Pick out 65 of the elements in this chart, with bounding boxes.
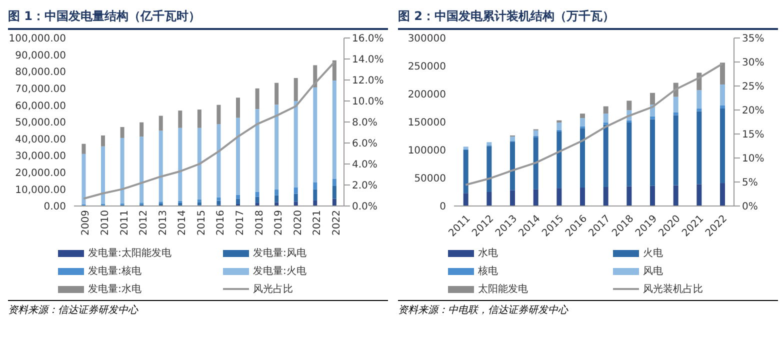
- y2-tick-label: 14.0%: [352, 54, 384, 66]
- y-tick-label: 0: [440, 202, 446, 213]
- y2-tick-label: 30%: [742, 58, 764, 69]
- y2-tick-label: 15%: [742, 130, 764, 141]
- legend-label: 发电量:太阳能发电: [87, 246, 172, 260]
- y2-tick-label: 8.0%: [352, 118, 378, 129]
- y2-tick-label: 25%: [742, 82, 764, 93]
- y2-tick-label: 10.0%: [352, 96, 384, 108]
- x-tick-label: 2014: [177, 210, 188, 236]
- y-tick-label: 30,000.00: [15, 151, 66, 162]
- chart-title: 图 2：中国发电累计装机结构（万千瓦）: [398, 8, 778, 30]
- y-tick-label: 50000: [414, 174, 446, 185]
- text: 资料来源：信达证券研发中心: [8, 303, 388, 317]
- legend-label: 太阳能发电: [477, 282, 529, 296]
- y2-tick-label: 12.0%: [352, 76, 384, 87]
- x-tick-label: 2010: [100, 210, 112, 236]
- legend-label: 风光占比: [252, 282, 294, 296]
- x-tick-label: 2015: [196, 210, 208, 236]
- x-tick-label: 2012: [138, 210, 150, 236]
- chart-title: 图 1：中国发电量结构（亿千瓦时）: [8, 8, 388, 30]
- y2-tick-label: 0.0%: [352, 202, 378, 213]
- legend-label: 水电: [477, 246, 499, 260]
- legend-label: 发电量:火电: [252, 264, 308, 278]
- x-tick-label: 2022: [331, 210, 342, 236]
- y2-tick-label: 20%: [742, 106, 764, 117]
- y-tick-label: 200000: [408, 90, 446, 101]
- x-tick-label: 2018: [254, 210, 266, 236]
- y-tick-label: 150000: [408, 118, 446, 129]
- y-tick-label: 10,000.00: [15, 184, 66, 196]
- text: 资料来源：中电联，信达证券研发中心: [398, 303, 778, 317]
- legend-label: 发电量:水电: [87, 282, 142, 296]
- x-tick-label: 2009: [80, 210, 92, 236]
- y-tick-label: 50,000.00: [15, 118, 66, 129]
- legend-label: 火电: [642, 246, 664, 260]
- y2-tick-label: 2.0%: [352, 180, 378, 192]
- y-tick-label: 60,000.00: [15, 100, 66, 112]
- y2-tick-label: 0%: [742, 202, 758, 213]
- x-tick-label: 2019: [274, 210, 285, 236]
- y-tick-label: 0.00: [44, 202, 66, 213]
- y2-tick-label: 35%: [742, 34, 764, 45]
- y-tick-label: 70,000.00: [15, 84, 66, 95]
- legend-label: 核电: [477, 264, 499, 278]
- legend-label: 发电量:风电: [252, 246, 308, 260]
- y2-tick-label: 4.0%: [352, 160, 378, 171]
- y-tick-label: 100000: [408, 146, 446, 157]
- x-tick-label: 2013: [158, 210, 169, 236]
- y-tick-label: 80,000.00: [15, 67, 66, 78]
- y-tick-label: 20,000.00: [15, 168, 66, 179]
- x-tick-label: 2011: [119, 210, 130, 236]
- y-tick-label: 250000: [408, 62, 446, 73]
- y-tick-label: 100,000.00: [8, 34, 66, 45]
- y2-tick-label: 10%: [742, 154, 764, 165]
- x-tick-label: 2020: [292, 210, 304, 236]
- legend-label: 风电: [642, 264, 664, 278]
- legend-label: 发电量:核电: [87, 264, 142, 278]
- x-tick-label: 2021: [312, 210, 324, 236]
- x-tick-label: 2016: [216, 210, 227, 236]
- y2-tick-label: 16.0%: [352, 34, 384, 45]
- y2-tick-label: 5%: [742, 178, 758, 189]
- x-tick-label: 2017: [235, 210, 246, 236]
- y-tick-label: 40,000.00: [15, 134, 66, 146]
- y2-tick-label: 6.0%: [352, 138, 378, 150]
- legend-label: 风光装机占比: [642, 282, 704, 296]
- y-tick-label: 300000: [408, 34, 446, 45]
- y-tick-label: 90,000.00: [15, 50, 66, 62]
